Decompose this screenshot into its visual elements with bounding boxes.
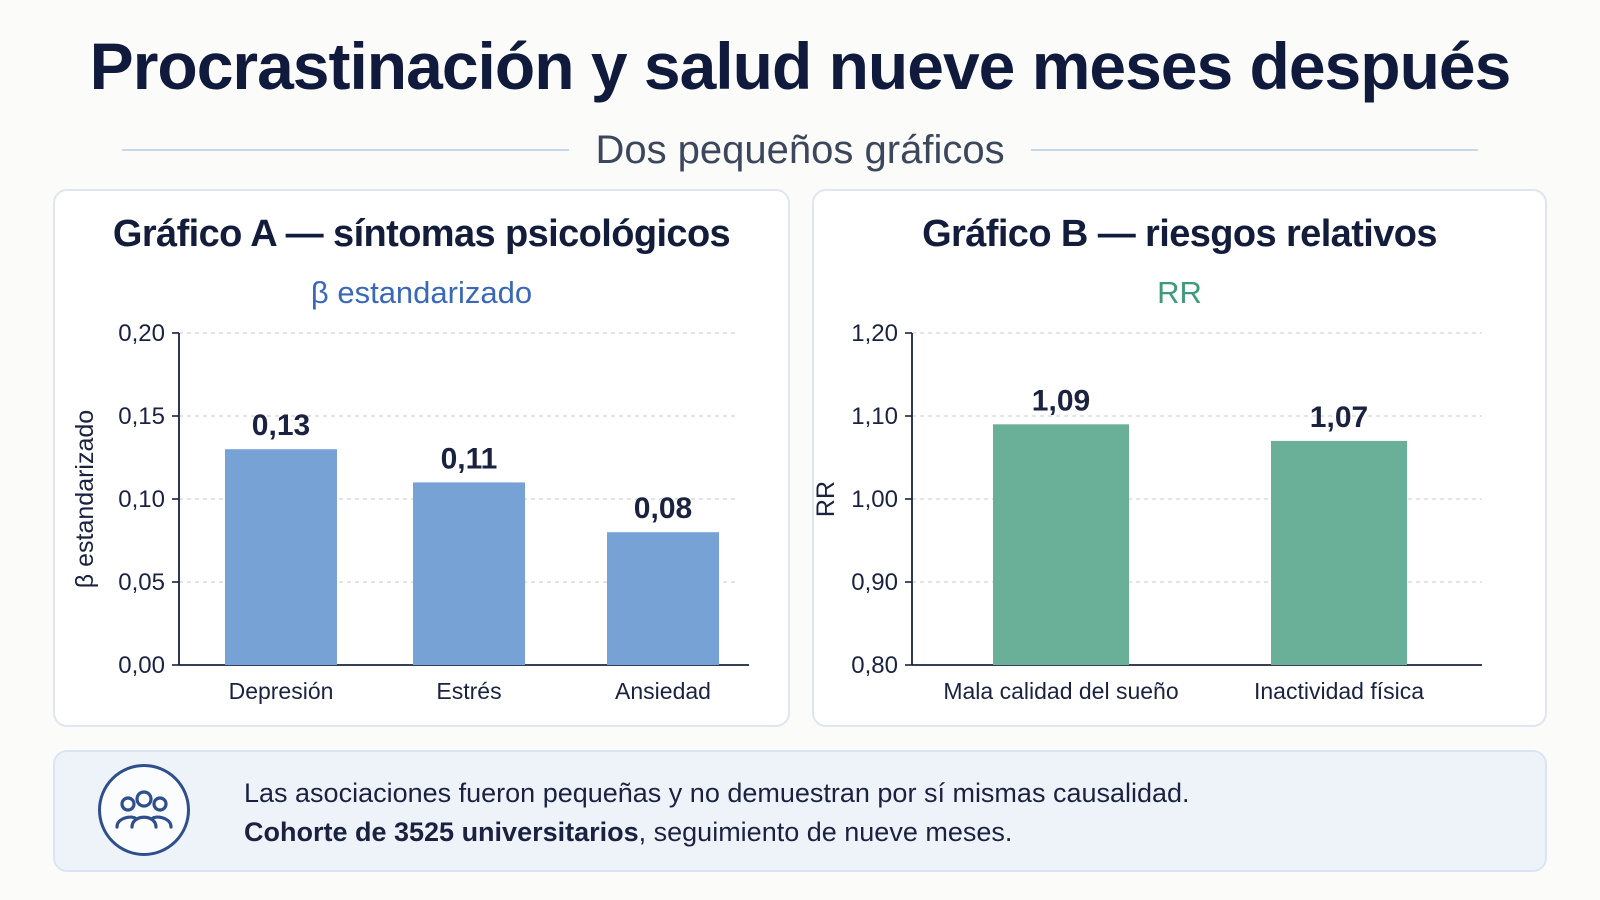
note-line-2-bold: Cohorte de 3525 universitarios: [244, 817, 639, 847]
chart-a-value-label: 0,13: [252, 409, 310, 442]
subtitle-rule-left: [122, 149, 570, 151]
chart-a-bar: [225, 449, 337, 665]
chart-a-category-label: Estrés: [436, 678, 501, 704]
chart-a-ytick-label: 0,15: [118, 403, 165, 430]
chart-a-ytick-label: 0,10: [118, 486, 165, 513]
note-line-2: Cohorte de 3525 universitarios, seguimie…: [244, 813, 1190, 852]
note-text: Las asociaciones fueron pequeñas y no de…: [244, 774, 1190, 852]
chart-b-plot: 0,80 0,90 1,00 1,10 1,20 RR 1,09 Mala calidad d…: [814, 320, 1482, 704]
chart-b-category-label: Mala calidad del sueño: [943, 678, 1178, 704]
chart-a-subtitle: β estandarizado: [310, 275, 533, 310]
chart-b-category-label: Inactividad física: [1254, 678, 1424, 704]
chart-b-ytick-label: 0,80: [851, 652, 898, 679]
chart-a-title: Gráfico A — síntomas psicológicos: [112, 213, 731, 255]
chart-b-bar: [993, 424, 1129, 665]
people-group-icon: [98, 764, 190, 856]
subtitle-rule-right: [1030, 149, 1479, 151]
chart-b-ytick-label: 1,10: [851, 403, 898, 430]
chart-a-y-axis-label: β estandarizado: [71, 410, 99, 588]
note-line-1: Las asociaciones fueron pequeñas y no de…: [244, 778, 1190, 808]
chart-b-subtitle: RR: [1157, 275, 1202, 310]
chart-a-ytick-label: 0,05: [118, 569, 165, 596]
chart-a-category-label: Depresión: [229, 678, 334, 704]
chart-b-value-label: 1,07: [1310, 401, 1368, 434]
chart-b-ytick-label: 1,00: [851, 486, 898, 513]
chart-a-ytick-label: 0,00: [118, 652, 165, 679]
chart-panel-a: Gráfico A — síntomas psicológicos β esta…: [53, 189, 790, 727]
chart-panel-b: Gráfico B — riesgos relativos RR 0,80 0,9…: [812, 189, 1547, 727]
note-line-2-rest: , seguimiento de nueve meses.: [638, 817, 1013, 847]
chart-b-value-label: 1,09: [1032, 384, 1090, 417]
chart-a-plot: 0,00 0,05 0,10 0,15 0,20 β estandarizado 0,13 D…: [71, 320, 749, 704]
page-title: Procrastinación y salud nueve meses desp…: [89, 29, 1512, 103]
note-box: Las asociaciones fueron pequeñas y no de…: [53, 750, 1547, 872]
chart-b-title: Gráfico B — riesgos relativos: [922, 213, 1437, 255]
subtitle-row: Dos pequeños gráficos: [122, 122, 1479, 178]
chart-a-ytick-label: 0,20: [118, 320, 165, 347]
chart-a-value-label: 0,11: [441, 442, 498, 475]
chart-a-category-label: Ansiedad: [615, 678, 711, 704]
page-subtitle: Dos pequeños gráficos: [595, 127, 1005, 172]
chart-b-y-axis-label: RR: [814, 481, 840, 517]
chart-b-bar: [1271, 440, 1407, 665]
chart-a-bar: [607, 532, 719, 665]
chart-b-ytick-label: 0,90: [851, 569, 898, 596]
chart-a-value-label: 0,08: [634, 492, 692, 525]
chart-b-ytick-label: 1,20: [851, 320, 898, 347]
chart-a-bar: [413, 482, 525, 665]
